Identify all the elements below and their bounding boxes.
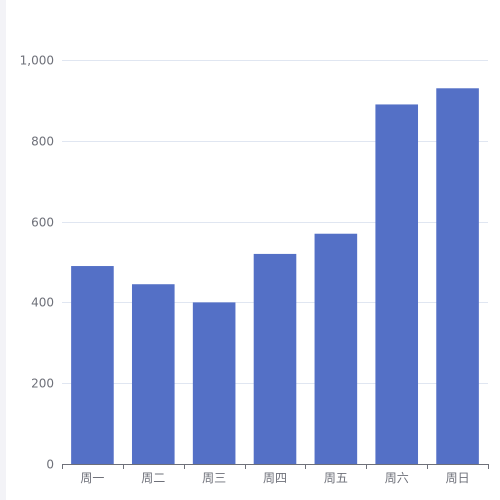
bar[interactable]: [71, 266, 114, 464]
bar[interactable]: [192, 302, 236, 464]
x-tick-label: 周五: [324, 471, 348, 485]
bar[interactable]: [375, 104, 419, 464]
y-tick-label: 1,000: [20, 54, 54, 68]
y-tick-label: 800: [31, 135, 54, 149]
y-tick-label: 600: [31, 216, 54, 230]
y-tick-label: 0: [46, 458, 54, 472]
x-tick-label: 周六: [385, 471, 409, 485]
y-axis-tick-labels: 0 200 400 600 800 1,000: [20, 54, 54, 472]
bar[interactable]: [253, 253, 297, 464]
bar[interactable]: [131, 284, 175, 464]
x-tick-label: 周四: [263, 471, 287, 485]
bars: [71, 88, 479, 464]
x-axis: [62, 464, 489, 469]
bar[interactable]: [314, 233, 358, 464]
left-edge-strip: [0, 0, 6, 500]
x-tick-label: 周一: [80, 471, 104, 485]
x-tick-label: 周日: [446, 471, 470, 485]
x-axis-tick-labels: 周一 周二 周三 周四 周五 周六 周日: [80, 471, 469, 485]
y-tick-label: 400: [31, 296, 54, 310]
x-tick-label: 周二: [141, 471, 165, 485]
x-tick-label: 周三: [202, 471, 226, 485]
y-tick-label: 200: [31, 377, 54, 391]
bar[interactable]: [436, 88, 479, 464]
